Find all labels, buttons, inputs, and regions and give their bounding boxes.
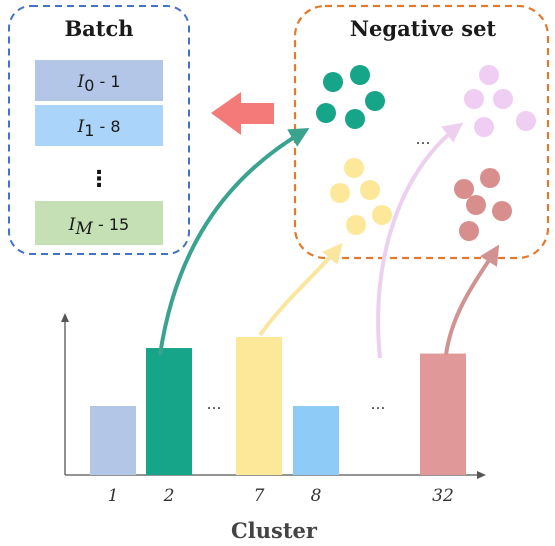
batch-item-2-sub: M bbox=[74, 219, 93, 239]
batch-item-1 bbox=[35, 105, 163, 146]
tick-label-8: 8 bbox=[311, 486, 322, 506]
batch-item-1-value: 8 bbox=[110, 117, 120, 136]
batch-ellipsis: ⋮ bbox=[88, 167, 110, 192]
yellow-dot bbox=[346, 215, 366, 235]
red-dot bbox=[459, 221, 479, 241]
lilac-dot bbox=[479, 65, 499, 85]
lilac-dot bbox=[493, 89, 513, 109]
cluster-teal bbox=[316, 65, 385, 129]
batch-item-0-value: 1 bbox=[110, 72, 120, 91]
red-dot bbox=[492, 201, 512, 221]
tick-label-1: 1 bbox=[108, 486, 119, 506]
teal-dot bbox=[323, 72, 343, 92]
chart-ellipsis-2: … bbox=[371, 395, 386, 413]
negative-set-ellipsis: … bbox=[416, 130, 431, 148]
transfer-arrow-icon bbox=[211, 92, 274, 135]
yellow-dot bbox=[330, 183, 350, 203]
teal-dot bbox=[345, 109, 365, 129]
bar-cluster-8 bbox=[293, 406, 339, 475]
cluster-lilac bbox=[464, 65, 536, 137]
teal-dot bbox=[350, 65, 370, 85]
negative-set-border bbox=[293, 4, 550, 260]
bar-cluster-1 bbox=[90, 406, 136, 475]
x-axis-label: Cluster bbox=[231, 518, 318, 543]
batch-item-0-sep: - bbox=[94, 72, 110, 91]
tick-label-32: 32 bbox=[432, 486, 454, 506]
batch-item-0-var: I bbox=[76, 72, 84, 92]
batch-item-1-sep: - bbox=[94, 117, 110, 136]
batch-title: Batch bbox=[64, 16, 133, 41]
chart-ellipsis-1: … bbox=[207, 395, 222, 413]
chart-bars bbox=[90, 337, 466, 475]
teal-dot bbox=[365, 91, 385, 111]
red-dot bbox=[454, 179, 474, 199]
bar-cluster-32 bbox=[420, 353, 466, 475]
batch-item-2 bbox=[35, 201, 163, 245]
bar-cluster-2 bbox=[146, 348, 192, 475]
arrow-red bbox=[444, 244, 500, 356]
batch-item-2-sep: - bbox=[93, 215, 109, 234]
batch-item-1-var: I bbox=[76, 117, 84, 137]
negative-set-title: Negative set bbox=[350, 16, 497, 41]
arrow-lilac bbox=[376, 122, 464, 359]
yellow-dot bbox=[372, 205, 392, 225]
chart-tick-labels: 1 2 7 8 32 bbox=[108, 486, 454, 506]
red-dot bbox=[480, 168, 500, 188]
batch-item-0-sub: 0 bbox=[84, 76, 94, 95]
batch-item-2-value: 15 bbox=[109, 215, 129, 234]
lilac-dot bbox=[516, 111, 536, 131]
yellow-dot bbox=[360, 180, 380, 200]
red-dot bbox=[466, 195, 486, 215]
batch-item-2-var: I bbox=[68, 215, 76, 235]
y-axis-arrow-icon bbox=[61, 313, 69, 322]
cluster-yellow bbox=[330, 158, 392, 235]
batch-item-0-label: I0 - 1 bbox=[76, 72, 120, 95]
arrow-yellow bbox=[258, 242, 343, 337]
yellow-dot bbox=[344, 158, 364, 178]
teal-dot bbox=[316, 103, 336, 123]
batch-item-2-label: IM - 15 bbox=[68, 215, 129, 239]
batch-item-1-label: I1 - 8 bbox=[76, 117, 120, 140]
lilac-dot bbox=[474, 117, 494, 137]
batch-panel: Batch I0 - 1 I1 - 8 ⋮ IM - 15 bbox=[8, 5, 190, 255]
x-axis-arrow-icon bbox=[477, 471, 486, 479]
negative-set-panel: Negative set … bbox=[293, 4, 550, 260]
cluster-red bbox=[454, 168, 512, 241]
arrow-teal bbox=[158, 127, 310, 356]
batch-item-0 bbox=[35, 60, 163, 101]
tick-label-2: 2 bbox=[163, 486, 175, 506]
tick-label-7: 7 bbox=[254, 486, 265, 506]
lilac-dot bbox=[464, 89, 484, 109]
big-left-arrow bbox=[211, 92, 274, 135]
bar-cluster-7 bbox=[236, 337, 282, 475]
batch-item-1-sub: 1 bbox=[84, 121, 94, 140]
